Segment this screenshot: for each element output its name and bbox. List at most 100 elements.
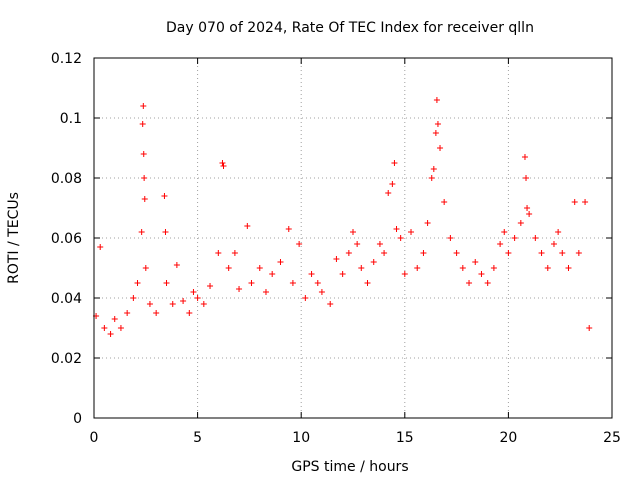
data-point	[163, 280, 170, 286]
data-point	[134, 280, 141, 286]
data-point	[389, 181, 396, 187]
data-point	[285, 226, 292, 232]
data-point	[385, 190, 392, 196]
data-point	[505, 250, 512, 256]
data-point	[354, 241, 361, 247]
data-point	[142, 265, 149, 271]
chart-title: Day 070 of 2024, Rate Of TEC Index for r…	[166, 20, 534, 36]
data-point	[391, 160, 398, 166]
data-point	[318, 289, 325, 295]
data-point	[433, 97, 440, 103]
data-point	[296, 241, 303, 247]
data-point	[497, 241, 504, 247]
y-tick-label: 0	[73, 411, 82, 427]
data-points	[93, 97, 593, 337]
y-tick-label: 0.02	[51, 351, 82, 367]
grid-lines	[94, 58, 612, 418]
data-point	[538, 250, 545, 256]
data-point	[225, 265, 232, 271]
data-point	[277, 259, 284, 265]
data-point	[327, 301, 334, 307]
data-point	[559, 250, 566, 256]
data-point	[550, 241, 557, 247]
data-point	[219, 160, 226, 166]
data-point	[256, 265, 263, 271]
data-point	[248, 280, 255, 286]
y-tick-label: 0.12	[51, 51, 82, 67]
data-point	[586, 325, 593, 331]
y-tick-label: 0.1	[60, 111, 82, 127]
data-point	[161, 193, 168, 199]
data-point	[236, 286, 243, 292]
data-point	[397, 235, 404, 241]
data-point	[484, 280, 491, 286]
y-tick-label: 0.04	[51, 291, 82, 307]
data-point	[432, 130, 439, 136]
data-point	[526, 211, 533, 217]
data-point	[414, 265, 421, 271]
data-point	[207, 283, 214, 289]
data-point	[428, 175, 435, 181]
data-point	[169, 301, 176, 307]
data-point	[117, 325, 124, 331]
data-point	[350, 229, 356, 235]
x-axis-label: GPS time / hours	[291, 459, 408, 475]
data-point	[424, 220, 431, 226]
data-point	[490, 265, 497, 271]
data-point	[441, 199, 448, 205]
data-point	[101, 325, 108, 331]
data-point	[555, 229, 562, 235]
data-point	[140, 151, 147, 157]
data-point	[262, 289, 269, 295]
data-point	[523, 175, 530, 181]
data-point	[141, 175, 148, 181]
data-point	[376, 241, 383, 247]
data-point	[308, 271, 315, 277]
data-point	[437, 145, 444, 151]
data-point	[544, 265, 551, 271]
x-tick-label: 5	[193, 430, 202, 446]
data-point	[571, 199, 578, 205]
data-point	[381, 250, 388, 256]
x-tick-label: 20	[499, 430, 517, 446]
data-point	[339, 271, 346, 277]
data-point	[472, 259, 479, 265]
data-point	[124, 310, 131, 316]
data-point	[140, 103, 147, 109]
data-point	[364, 280, 371, 286]
data-point	[582, 199, 589, 205]
data-point	[565, 265, 572, 271]
data-point	[408, 229, 415, 235]
data-point	[524, 205, 531, 211]
data-point	[447, 235, 454, 241]
data-point	[215, 250, 222, 256]
data-point	[358, 265, 365, 271]
x-tick-label: 25	[603, 430, 621, 446]
data-point	[466, 280, 473, 286]
data-point	[194, 295, 201, 301]
data-point	[393, 226, 400, 232]
data-point	[434, 121, 441, 127]
data-point	[532, 235, 539, 241]
data-point	[269, 271, 276, 277]
data-point	[453, 250, 460, 256]
data-point	[459, 265, 466, 271]
data-point	[333, 256, 340, 262]
y-tick-label: 0.08	[51, 171, 82, 187]
data-point	[501, 229, 508, 235]
x-tick-label: 10	[292, 430, 310, 446]
axis-ticks: 0 5 10 15 20 25 0 0.02 0.04 0.06 0.08 0.1 0.12	[51, 51, 621, 446]
x-tick-label: 15	[396, 430, 414, 446]
data-point	[244, 223, 251, 229]
data-point	[511, 235, 518, 241]
data-point	[220, 163, 227, 169]
data-point	[97, 244, 104, 250]
data-point	[314, 280, 321, 286]
data-point	[138, 229, 145, 235]
y-axis-label: ROTI / TECUs	[6, 192, 22, 284]
data-point	[289, 280, 296, 286]
data-point	[430, 166, 437, 172]
data-point	[521, 154, 528, 160]
